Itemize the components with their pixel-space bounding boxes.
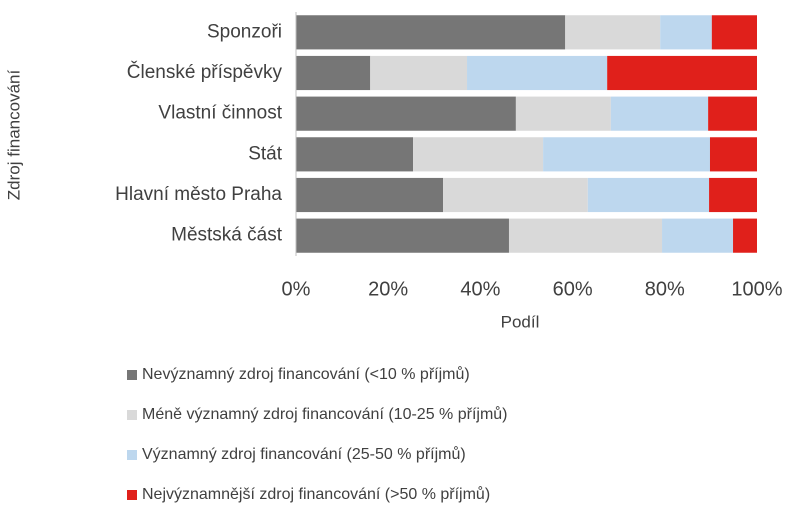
x-tick-label: 100% — [731, 278, 782, 300]
x-tick-label: 80% — [645, 278, 685, 300]
x-tick-label: 20% — [368, 278, 408, 300]
bar-segment — [296, 15, 566, 50]
y-tick-label: Stát — [248, 143, 283, 164]
bar-segment — [467, 55, 608, 91]
legend-label: Méně významný zdroj financování (10-25 %… — [142, 405, 508, 423]
y-axis-label: Zdroj financování — [4, 70, 23, 201]
bar-segment — [296, 96, 516, 131]
x-axis-label: Podíl — [501, 312, 540, 331]
bar-segment — [296, 55, 371, 91]
x-tick-label: 60% — [553, 278, 593, 300]
legend-label: Významný zdroj financování (25-50 % příj… — [142, 445, 466, 463]
y-tick-label: Městská část — [171, 225, 283, 246]
bar-segment — [565, 15, 661, 50]
bar-segment — [587, 177, 710, 213]
y-tick-label: Sponzoři — [207, 21, 282, 42]
bar-segment — [543, 137, 710, 172]
legend-label: Nevýznamný zdroj financování (<10 % příj… — [142, 365, 470, 383]
legend-label: Nejvýznamnější zdroj financování (>50 % … — [142, 485, 490, 503]
bar-segment — [607, 55, 757, 91]
x-tick-label: 0% — [282, 278, 311, 300]
bar-segment — [610, 96, 709, 131]
y-tick-label: Vlastní činnost — [158, 103, 282, 124]
bar-segment — [413, 137, 544, 172]
legend-swatch — [127, 450, 137, 460]
bar-segment — [708, 96, 757, 131]
bar-segment — [508, 218, 663, 253]
bar-segment — [709, 177, 757, 213]
x-tick-label: 40% — [460, 278, 500, 300]
bar-segment — [296, 177, 444, 213]
bar-segment — [296, 137, 414, 172]
bar-segment — [662, 218, 734, 253]
bar-segment — [660, 15, 712, 50]
y-tick-label: Hlavní město Praha — [115, 184, 282, 205]
legend-swatch — [127, 490, 137, 500]
bar-segment — [515, 96, 611, 131]
bar-segment — [709, 137, 757, 172]
bar-segment — [711, 15, 757, 50]
bar-segment — [296, 218, 509, 253]
bar-segment — [733, 218, 757, 253]
bar-segment — [370, 55, 468, 91]
y-tick-label: Členské příspěvky — [127, 61, 283, 83]
legend-swatch — [127, 410, 137, 420]
legend-swatch — [127, 370, 137, 380]
bar-segment — [443, 177, 588, 213]
